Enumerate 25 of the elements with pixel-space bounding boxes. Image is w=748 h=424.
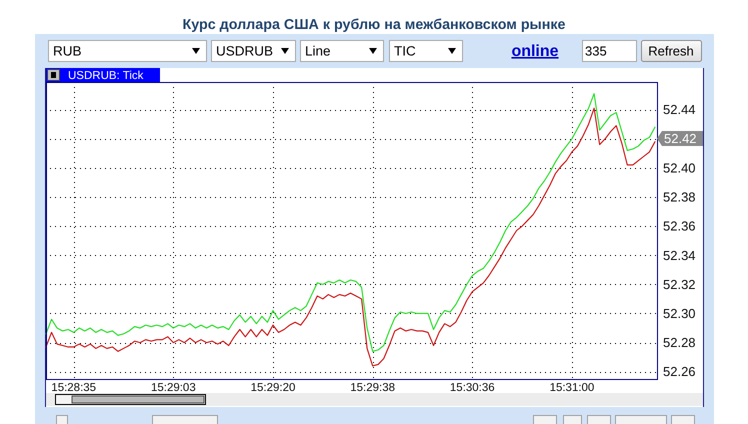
y-tick-label: 52.40: [663, 160, 696, 176]
text: 335: [585, 44, 607, 58]
x-tick-label: 15:29:20: [250, 382, 296, 394]
y-tick-label: 52.28: [663, 335, 696, 350]
y-tick-label: 52.44: [663, 102, 696, 118]
text: TIC: [394, 44, 416, 58]
x-tick-label: 15:30:36: [450, 382, 495, 394]
text: Refresh: [648, 44, 694, 58]
text: online: [511, 43, 559, 60]
chart-subtitle: USDRUB: Tick: [68, 70, 144, 82]
text: RUB: [53, 44, 82, 58]
x-tick-label: 15:31:00: [550, 382, 594, 394]
y-tick-label: 52.26: [663, 364, 696, 380]
y-tick-label: 52.32: [663, 276, 696, 292]
y-tick-label: 52.30: [663, 306, 696, 321]
y-tick-label: 52.36: [663, 218, 696, 234]
x-tick-label: 15:29:03: [150, 382, 196, 394]
y-tick-label: 52.38: [663, 190, 696, 205]
y-tick-label: 52.34: [663, 248, 696, 263]
text: USDRUB: [216, 44, 274, 58]
x-tick-label: 15:28:35: [51, 382, 96, 394]
text: 52.42: [664, 131, 697, 146]
x-tick-label: 15:29:38: [350, 382, 396, 394]
text: Line: [305, 44, 331, 58]
chart-title: Курс доллара США к рублю на межбанковском рынке: [182, 17, 566, 33]
